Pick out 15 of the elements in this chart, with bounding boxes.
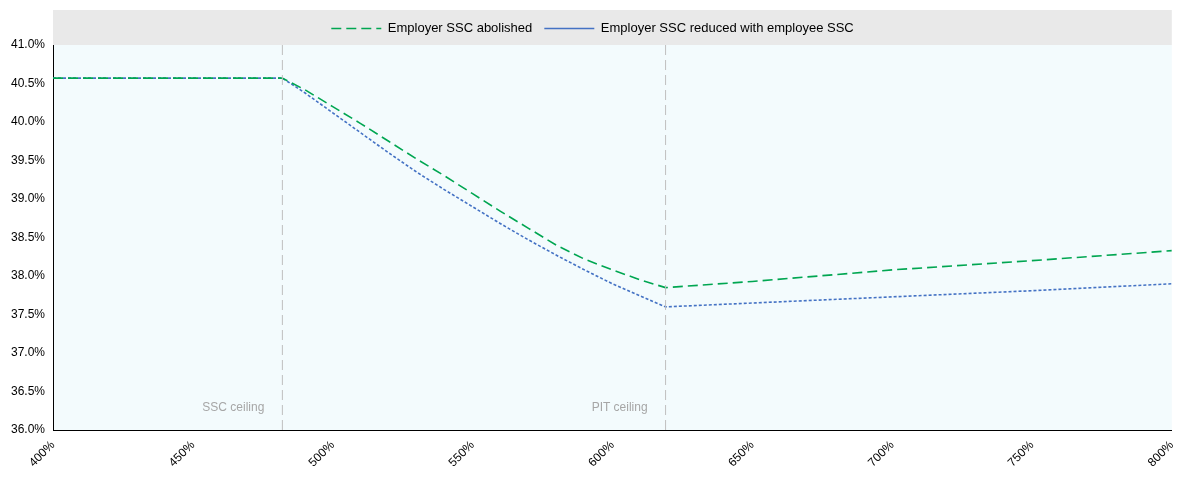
y-tick-label: 38.5% xyxy=(10,229,46,244)
y-tick-label: 39.5% xyxy=(10,152,46,167)
ref-line-label: SSC ceiling xyxy=(202,400,265,415)
legend-label: Employer SSC reduced with employee SSC xyxy=(600,20,854,36)
legend-label: Employer SSC abolished xyxy=(387,20,533,36)
y-tick-label: 36.5% xyxy=(10,383,46,398)
y-tick-label: 37.0% xyxy=(10,345,46,360)
y-tick-label: 40.0% xyxy=(10,114,46,129)
y-tick-label: 39.0% xyxy=(10,191,46,206)
y-tick-label: 41.0% xyxy=(10,37,46,52)
ref-line-label: PIT ceiling xyxy=(591,400,648,415)
y-tick-label: 40.5% xyxy=(10,75,46,90)
y-tick-label: 36.0% xyxy=(10,422,46,437)
y-tick-label: 37.5% xyxy=(10,306,46,321)
y-tick-label: 38.0% xyxy=(10,268,46,283)
